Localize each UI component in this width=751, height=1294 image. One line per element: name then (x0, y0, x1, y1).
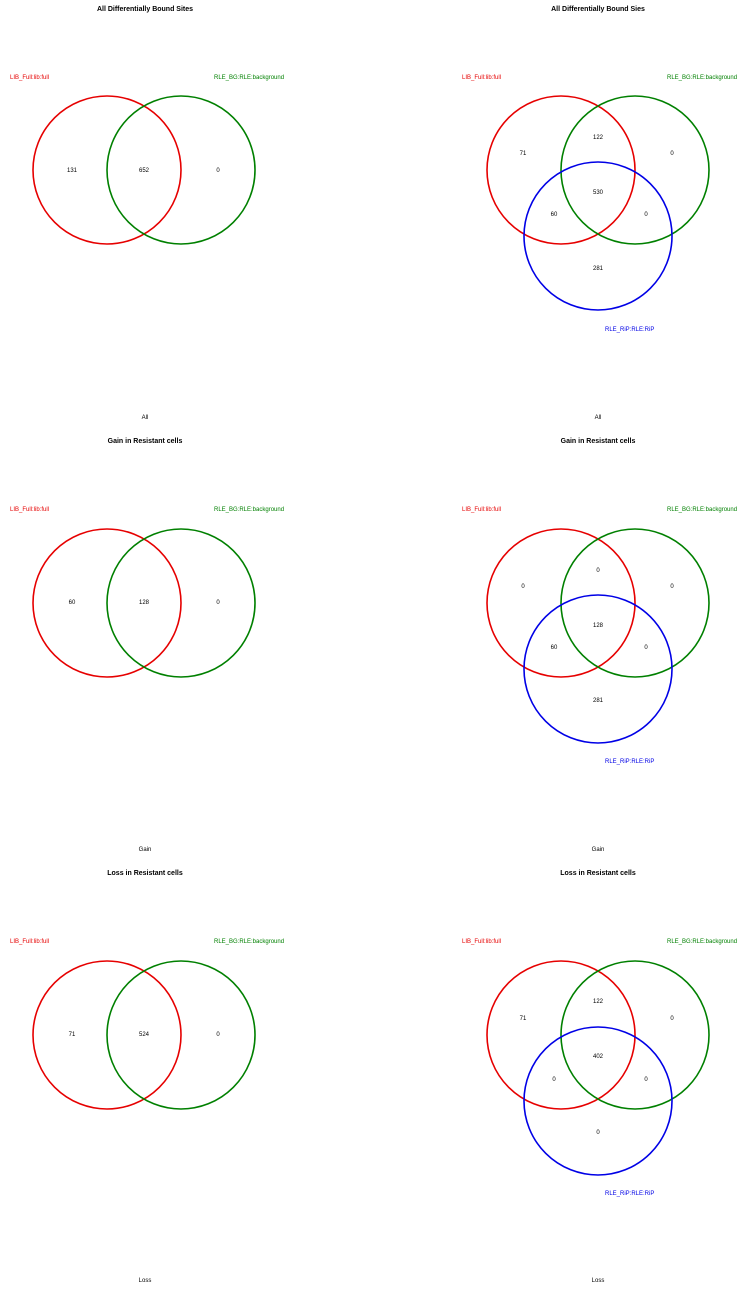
set-a-label: LIB_Full:lib:full (462, 507, 502, 513)
set-b-circle (560, 960, 710, 1110)
venn-diagram (32, 960, 256, 1110)
venn-panel-loss-three-set: Loss in Resistant cells LIB_Full:lib:ful… (376, 864, 751, 1294)
count-a-b-c: 530 (592, 190, 604, 196)
set-c-label: RLE_RiP:RLE:RiP (605, 1191, 655, 1197)
count-a-and-b: 652 (138, 168, 150, 174)
set-b-circle (106, 95, 256, 245)
set-c-circle (523, 1026, 673, 1176)
set-c-circle (523, 161, 673, 311)
count-b-only: 0 (670, 584, 674, 590)
panel-caption: Gain (138, 847, 152, 853)
venn-diagram (486, 95, 710, 311)
count-b-only: 0 (216, 600, 220, 606)
set-b-label: RLE_BG:RLE:background (667, 75, 738, 81)
panel-title: Loss in Resistant cells (560, 870, 636, 877)
set-a-label: LIB_Full:lib:full (10, 75, 50, 81)
set-b-label: RLE_BG:RLE:background (214, 75, 285, 81)
count-b-only: 0 (670, 1016, 674, 1022)
set-c-label: RLE_RiP:RLE:RiP (605, 327, 655, 333)
count-a-only: 71 (519, 151, 527, 157)
set-c-label: RLE_RiP:RLE:RiP (605, 759, 655, 765)
set-b-circle (560, 95, 710, 245)
count-b-and-c-only: 0 (644, 212, 648, 218)
set-a-label: LIB_Full:lib:full (10, 507, 50, 513)
count-a-and-c-only: 60 (550, 645, 558, 651)
count-b-only: 0 (216, 1032, 220, 1038)
count-a-only: 131 (66, 168, 78, 174)
set-b-label: RLE_BG:RLE:background (214, 939, 285, 945)
panel-title: Loss in Resistant cells (107, 870, 183, 877)
set-a-label: LIB_Full:lib:full (10, 939, 50, 945)
panel-caption: Gain (591, 847, 605, 853)
set-b-circle (560, 528, 710, 678)
set-a-circle (486, 95, 636, 245)
venn-diagram (486, 528, 710, 744)
count-a-and-b: 524 (138, 1032, 150, 1038)
panel-title: All Differentially Bound Sies (551, 6, 645, 13)
set-a-circle (32, 960, 182, 1110)
count-b-and-c-only: 0 (644, 1077, 648, 1083)
count-b-only: 0 (670, 151, 674, 157)
set-a-label: LIB_Full:lib:full (462, 75, 502, 81)
panel-title: Gain in Resistant cells (560, 438, 636, 445)
count-a-b-c: 128 (592, 623, 604, 629)
panel-title: All Differentially Bound Sites (96, 6, 194, 13)
count-a-and-c-only: 60 (550, 212, 558, 218)
venn-diagram (32, 95, 256, 245)
count-b-and-c-only: 0 (644, 645, 648, 651)
set-a-circle (486, 960, 636, 1110)
count-a-and-c-only: 0 (552, 1077, 556, 1083)
panel-caption: Loss (591, 1278, 605, 1284)
panel-caption: Loss (138, 1278, 152, 1284)
venn-panel-all-three-set: All Differentially Bound Sies LIB_Full:l… (376, 0, 751, 430)
set-a-circle (486, 528, 636, 678)
count-a-only: 60 (68, 600, 76, 606)
venn-diagram (486, 960, 710, 1176)
set-a-circle (32, 528, 182, 678)
venn-panel-loss-two-set: Loss in Resistant cells LIB_Full:lib:ful… (0, 864, 375, 1294)
set-b-label: RLE_BG:RLE:background (214, 507, 285, 513)
panel-title: Gain in Resistant cells (107, 438, 183, 445)
count-a-only: 0 (521, 584, 525, 590)
set-b-label: RLE_BG:RLE:background (667, 939, 738, 945)
venn-diagram (32, 528, 256, 678)
count-a-only: 71 (68, 1032, 76, 1038)
set-b-label: RLE_BG:RLE:background (667, 507, 738, 513)
count-a-and-b-only: 122 (592, 999, 604, 1005)
venn-panel-gain-two-set: Gain in Resistant cells LIB_Full:lib:ful… (0, 432, 375, 862)
venn-panel-gain-three-set: Gain in Resistant cells LIB_Full:lib:ful… (376, 432, 751, 862)
set-c-circle (523, 594, 673, 744)
count-c-only: 281 (592, 698, 604, 704)
count-a-and-b-only: 0 (596, 568, 600, 574)
count-c-only: 0 (596, 1130, 600, 1136)
count-a-and-b: 128 (138, 600, 150, 606)
set-a-label: LIB_Full:lib:full (462, 939, 502, 945)
count-a-only: 71 (519, 1016, 527, 1022)
count-c-only: 281 (592, 266, 604, 272)
set-b-circle (106, 528, 256, 678)
set-b-circle (106, 960, 256, 1110)
count-b-only: 0 (216, 168, 220, 174)
count-a-b-c: 402 (592, 1054, 604, 1060)
panel-caption: All (141, 415, 149, 421)
set-a-circle (32, 95, 182, 245)
count-a-and-b-only: 122 (592, 135, 604, 141)
panel-caption: All (594, 415, 602, 421)
venn-panel-all-two-set: All Differentially Bound Sites LIB_Full:… (0, 0, 375, 430)
